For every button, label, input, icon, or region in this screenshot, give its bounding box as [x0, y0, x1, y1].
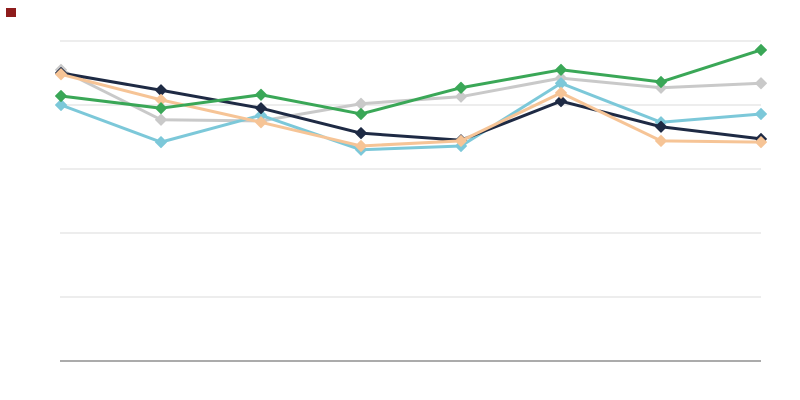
series-gray-line	[59, 68, 763, 123]
series-green-marker	[355, 107, 367, 120]
series-navy-line	[59, 71, 763, 142]
series-green-marker	[155, 102, 167, 115]
series-navy-marker	[255, 102, 267, 115]
series-green-marker	[655, 75, 667, 88]
series-gray-marker	[355, 97, 367, 110]
series-green-marker	[555, 63, 567, 76]
recording-indicator	[6, 8, 16, 17]
series-cyan-marker	[155, 136, 167, 149]
series-gray-marker	[755, 77, 767, 90]
series-cyan-marker	[55, 99, 67, 111]
series-orange-marker	[55, 68, 67, 81]
series-green-marker	[755, 43, 767, 56]
series-orange-marker	[455, 134, 467, 147]
series-orange-marker	[555, 86, 567, 99]
series-orange-line	[59, 72, 763, 148]
series-green-marker	[255, 88, 267, 101]
series-orange-marker	[755, 136, 767, 149]
series-orange-marker	[355, 139, 367, 152]
series-cyan-marker	[755, 107, 767, 120]
series-green-line	[59, 48, 763, 116]
series-navy-marker	[355, 127, 367, 140]
series-gray-marker	[155, 113, 167, 126]
series-green-marker	[455, 81, 467, 94]
series-orange-marker	[255, 116, 267, 129]
series-orange-marker	[655, 134, 667, 147]
series-navy-marker	[555, 95, 567, 108]
series-gray-marker	[455, 90, 467, 103]
series-navy-marker	[655, 120, 667, 133]
series-cyan-line	[59, 81, 763, 152]
series-green-marker	[55, 90, 67, 103]
